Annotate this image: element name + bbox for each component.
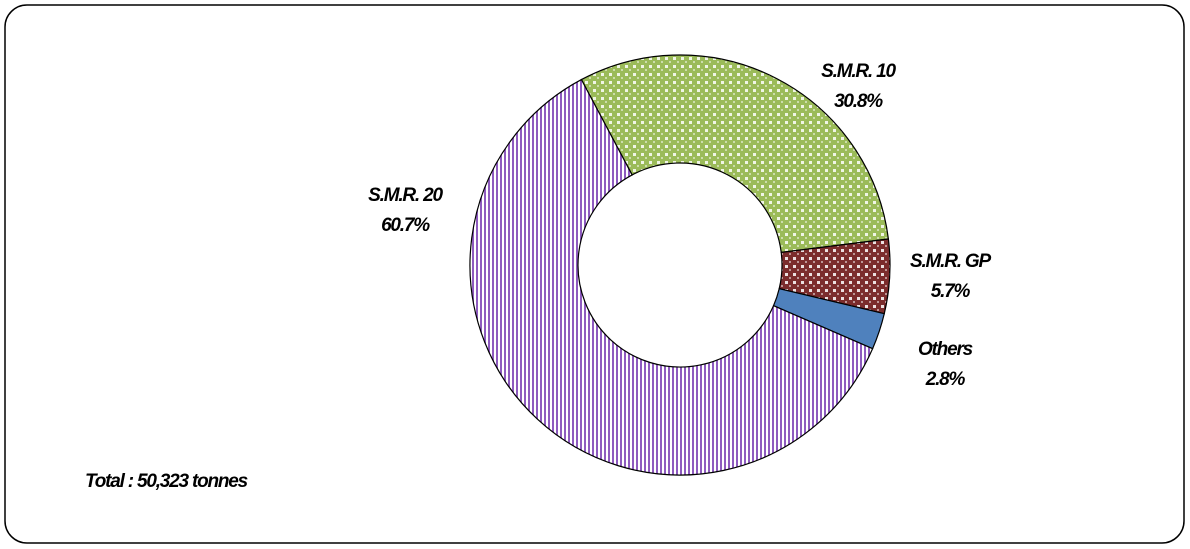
frame bbox=[4, 4, 1185, 544]
slice-label: S.M.R. 10 bbox=[821, 61, 896, 82]
donut-slice bbox=[469, 78, 874, 476]
slice-value-label: 5.7% bbox=[931, 281, 971, 302]
slice-value-label: 30.8% bbox=[834, 91, 883, 112]
slice-value-label: 60.7% bbox=[381, 215, 430, 236]
slice-label: S.M.R. 20 bbox=[368, 185, 443, 206]
slice-value-label: 2.8% bbox=[925, 369, 966, 390]
annotation: Total : 50,323 tonnes bbox=[85, 471, 248, 492]
donut-slice bbox=[580, 54, 890, 254]
slice-label: Others bbox=[918, 339, 973, 360]
slice-label: S.M.R. GP bbox=[910, 251, 992, 272]
